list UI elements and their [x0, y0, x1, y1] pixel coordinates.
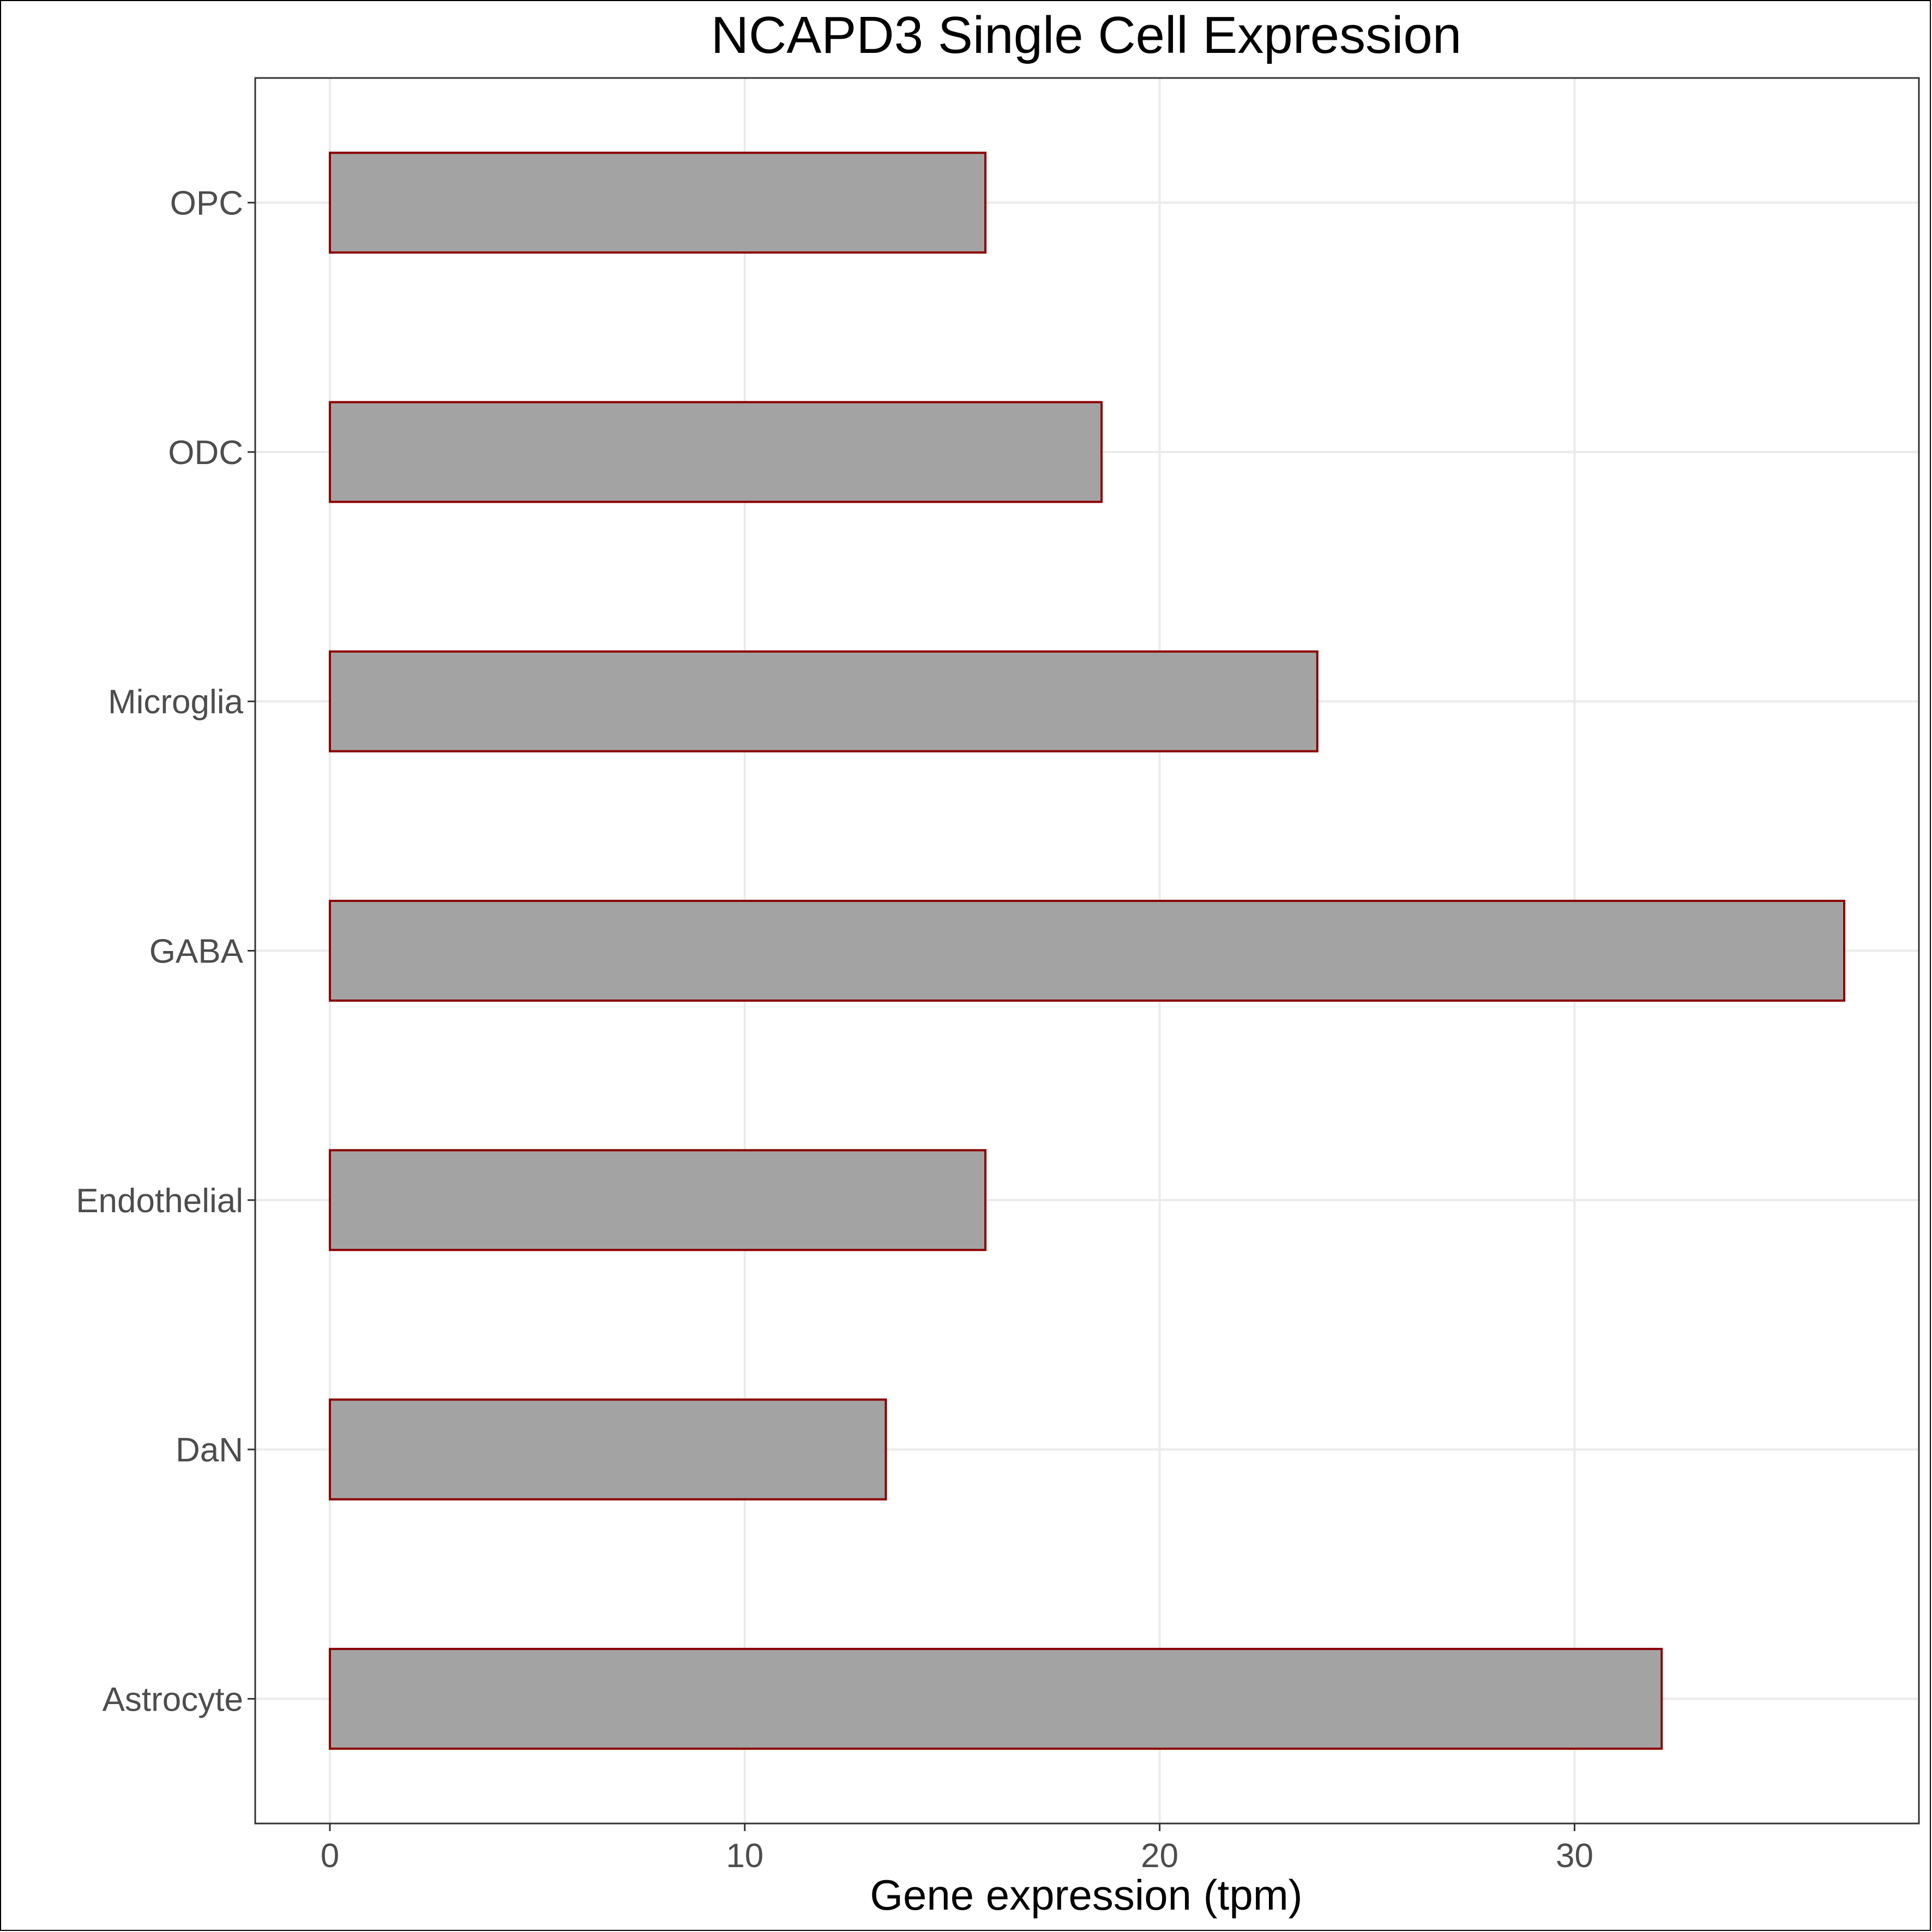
bars — [328, 152, 1846, 1750]
bar-opc — [328, 152, 987, 254]
y-tick-label: ODC — [168, 434, 243, 472]
y-tick-label: DaN — [176, 1431, 243, 1469]
x-tick-label: 20 — [1141, 1837, 1178, 1875]
x-axis-ticks: 0 10 20 30 — [321, 1823, 1593, 1875]
y-axis-ticks: Astrocyte DaN Endothelial GABA Microglia ODC O… — [76, 185, 255, 1718]
y-tick-label: OPC — [170, 185, 243, 222]
bar-microglia — [328, 650, 1319, 753]
bar-astrocyte — [328, 1647, 1663, 1750]
bar-odc — [328, 401, 1103, 503]
y-tick-label: GABA — [149, 933, 244, 971]
x-tick-label: 0 — [321, 1837, 339, 1875]
x-axis-title: Gene expression (tpm) — [870, 1871, 1302, 1919]
y-tick-label: Endothelial — [76, 1182, 243, 1220]
x-tick-label: 10 — [726, 1837, 763, 1875]
y-tick-label: Microglia — [108, 683, 244, 721]
bar-dan — [328, 1398, 887, 1501]
bar-endothelial — [328, 1149, 987, 1251]
y-tick-label: Astrocyte — [103, 1681, 243, 1718]
chart-title: NCAPD3 Single Cell Expression — [711, 6, 1462, 64]
bar-gaba — [328, 900, 1846, 1002]
x-tick-label: 30 — [1556, 1837, 1593, 1875]
